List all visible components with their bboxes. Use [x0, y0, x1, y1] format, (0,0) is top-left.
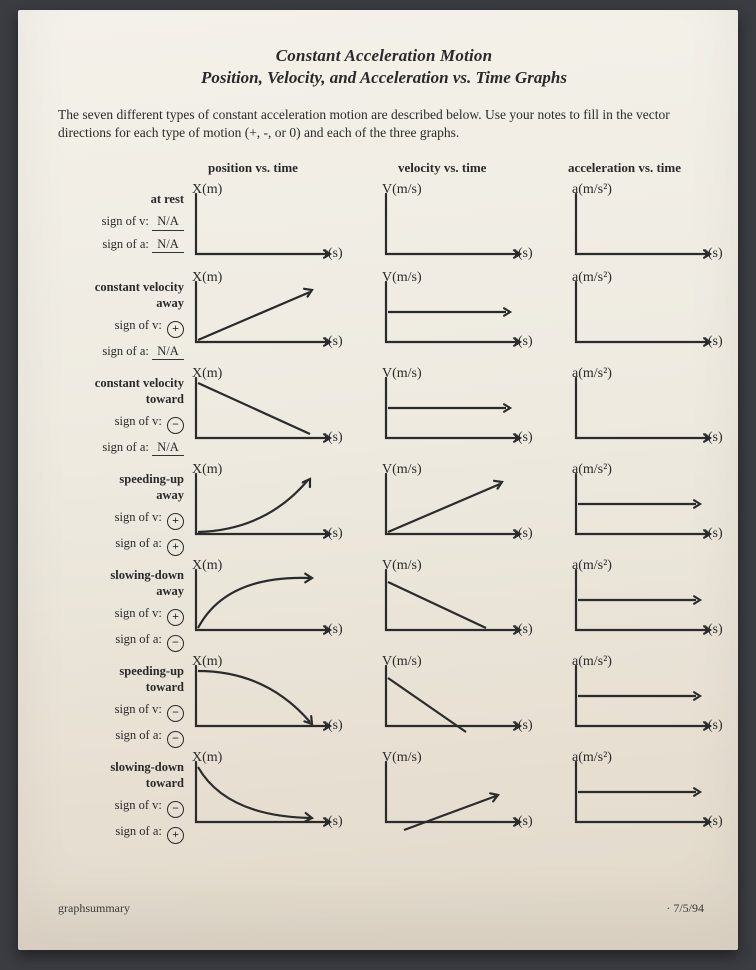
- motion-name: constant velocitytoward: [52, 376, 184, 407]
- row-labels: speeding-uptoward sign of v: − sign of a…: [52, 664, 184, 747]
- motion-row: speeding-uptoward sign of v: − sign of a…: [58, 658, 710, 754]
- motion-row: slowing-downtoward sign of v: − sign of …: [58, 754, 710, 850]
- acceleration-graph: a(m/s²) t(s): [566, 658, 736, 754]
- motion-row: slowing-downaway sign of v: + sign of a:…: [58, 562, 710, 658]
- motion-name: constant velocityaway: [52, 280, 184, 311]
- motion-row: speeding-upaway sign of v: + sign of a: …: [58, 466, 710, 562]
- motion-row: constant velocityaway sign of v: + sign …: [58, 274, 710, 370]
- row-labels: constant velocitytoward sign of v: − sig…: [52, 376, 184, 456]
- sign-a: sign of a: −: [52, 632, 184, 652]
- velocity-graph: V(m/s) t(s): [376, 466, 546, 562]
- sign-a: sign of a: −: [52, 728, 184, 748]
- col-head-velocity: velocity vs. time: [398, 160, 486, 176]
- sign-v: sign of v: −: [52, 414, 184, 434]
- sign-a: sign of a: +: [52, 824, 184, 844]
- position-graph: X(m) t(s): [186, 274, 356, 370]
- graph-cells: X(m) t(s) V(m/s) t(s) a(m/s²) t(s): [186, 658, 710, 754]
- sign-v: sign of v: −: [52, 798, 184, 818]
- acceleration-graph: a(m/s²) t(s): [566, 562, 736, 658]
- sign-v: sign of v: +: [52, 606, 184, 626]
- row-labels: slowing-downaway sign of v: + sign of a:…: [52, 568, 184, 651]
- sign-a: sign of a: +: [52, 536, 184, 556]
- acceleration-graph: a(m/s²) t(s): [566, 274, 736, 370]
- velocity-graph: V(m/s) t(s): [376, 562, 546, 658]
- acceleration-graph: a(m/s²) t(s): [566, 466, 736, 562]
- position-graph: X(m) t(s): [186, 186, 356, 274]
- intro-text: The seven different types of constant ac…: [58, 106, 710, 142]
- motion-row: at rest sign of v: N/A sign of a: N/A X(…: [58, 186, 710, 274]
- graph-cells: X(m) t(s) V(m/s) t(s) a(m/s²) t(s): [186, 754, 710, 850]
- page-title-1: Constant Acceleration Motion: [58, 46, 710, 66]
- page-footer: graphsummary · 7/5/94: [58, 901, 710, 916]
- col-head-acceleration: acceleration vs. time: [568, 160, 681, 176]
- sign-v: sign of v: +: [52, 510, 184, 530]
- velocity-graph: V(m/s) t(s): [376, 274, 546, 370]
- footer-right: · 7/5/94: [666, 901, 704, 916]
- motion-name: at rest: [52, 192, 184, 208]
- content-area: Constant Acceleration Motion Position, V…: [58, 46, 710, 922]
- row-labels: constant velocityaway sign of v: + sign …: [52, 280, 184, 360]
- velocity-graph: V(m/s) t(s): [376, 658, 546, 754]
- velocity-graph: V(m/s) t(s): [376, 186, 546, 274]
- acceleration-graph: a(m/s²) t(s): [566, 186, 736, 274]
- motion-row: constant velocitytoward sign of v: − sig…: [58, 370, 710, 466]
- sign-v: sign of v: N/A: [52, 214, 184, 231]
- col-head-position: position vs. time: [208, 160, 298, 176]
- position-graph: X(m) t(s): [186, 466, 356, 562]
- sign-a: sign of a: N/A: [52, 344, 184, 361]
- graph-grid: at rest sign of v: N/A sign of a: N/A X(…: [58, 186, 710, 850]
- acceleration-graph: a(m/s²) t(s): [566, 370, 736, 466]
- velocity-graph: V(m/s) t(s): [376, 370, 546, 466]
- row-labels: slowing-downtoward sign of v: − sign of …: [52, 760, 184, 843]
- sign-v: sign of v: −: [52, 702, 184, 722]
- velocity-graph: V(m/s) t(s): [376, 754, 546, 850]
- sign-a: sign of a: N/A: [52, 237, 184, 254]
- acceleration-graph: a(m/s²) t(s): [566, 754, 736, 850]
- graph-cells: X(m) t(s) V(m/s) t(s) a(m/s²) t(s): [186, 186, 710, 274]
- graph-cells: X(m) t(s) V(m/s) t(s) a(m/s²) t(s): [186, 274, 710, 370]
- worksheet-page: Constant Acceleration Motion Position, V…: [18, 10, 738, 950]
- motion-name: speeding-upaway: [52, 472, 184, 503]
- graph-cells: X(m) t(s) V(m/s) t(s) a(m/s²) t(s): [186, 370, 710, 466]
- position-graph: X(m) t(s): [186, 370, 356, 466]
- position-graph: X(m) t(s): [186, 562, 356, 658]
- row-labels: speeding-upaway sign of v: + sign of a: …: [52, 472, 184, 555]
- sign-a: sign of a: N/A: [52, 440, 184, 457]
- position-graph: X(m) t(s): [186, 754, 356, 850]
- graph-cells: X(m) t(s) V(m/s) t(s) a(m/s²) t(s): [186, 466, 710, 562]
- row-labels: at rest sign of v: N/A sign of a: N/A: [52, 192, 184, 253]
- motion-name: slowing-downtoward: [52, 760, 184, 791]
- page-title-2: Position, Velocity, and Acceleration vs.…: [58, 68, 710, 88]
- column-headers: position vs. time velocity vs. time acce…: [58, 160, 710, 182]
- motion-name: speeding-uptoward: [52, 664, 184, 695]
- motion-name: slowing-downaway: [52, 568, 184, 599]
- position-graph: X(m) t(s): [186, 658, 356, 754]
- graph-cells: X(m) t(s) V(m/s) t(s) a(m/s²) t(s): [186, 562, 710, 658]
- footer-left: graphsummary: [58, 901, 130, 915]
- sign-v: sign of v: +: [52, 318, 184, 338]
